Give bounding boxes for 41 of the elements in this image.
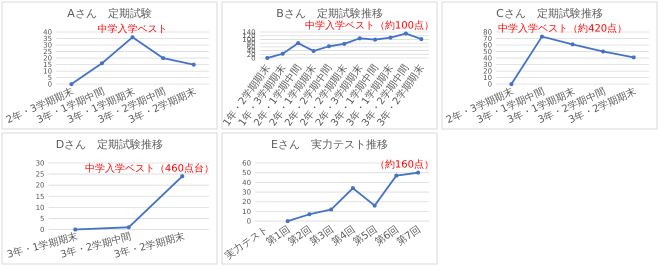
chart-title: Eさん 実力テスト推移 bbox=[271, 138, 388, 151]
point bbox=[100, 61, 104, 66]
point bbox=[404, 31, 408, 36]
point bbox=[540, 34, 544, 39]
point bbox=[394, 174, 398, 178]
point bbox=[312, 48, 316, 53]
chart-title: Cさん 定期試験推移 bbox=[496, 7, 603, 20]
point bbox=[126, 225, 131, 230]
annotation: 中学入学ベスト bbox=[98, 23, 168, 36]
point bbox=[388, 36, 393, 40]
point bbox=[419, 37, 424, 42]
point bbox=[192, 62, 196, 67]
point bbox=[342, 42, 346, 46]
point bbox=[265, 56, 270, 60]
point bbox=[372, 204, 377, 208]
annotation: 中学入学ベスト（460点台） bbox=[84, 162, 214, 174]
point bbox=[69, 82, 74, 86]
point bbox=[296, 41, 300, 46]
point bbox=[416, 170, 420, 175]
point bbox=[601, 50, 606, 54]
annotation: （約160点） bbox=[374, 158, 434, 171]
chart-title: Bさん 定期試験推移 bbox=[276, 7, 383, 20]
point bbox=[509, 82, 514, 86]
annotation: 中学入学ベスト（約420点） bbox=[498, 22, 628, 35]
point bbox=[632, 55, 636, 60]
point bbox=[326, 44, 331, 48]
point bbox=[286, 219, 290, 224]
point bbox=[73, 228, 78, 232]
annotation: 中学入学ベスト（約100点） bbox=[304, 19, 434, 32]
chart-title: Dさん 定期試験推移 bbox=[56, 138, 164, 151]
chart-title: Aさん 定期試験 bbox=[67, 7, 152, 20]
point bbox=[280, 52, 285, 56]
point bbox=[358, 36, 362, 40]
point bbox=[350, 186, 355, 190]
point bbox=[161, 56, 166, 60]
point bbox=[570, 42, 575, 46]
point bbox=[180, 174, 184, 178]
point bbox=[329, 207, 334, 212]
point bbox=[307, 212, 312, 216]
point bbox=[130, 35, 135, 40]
point bbox=[373, 38, 378, 42]
